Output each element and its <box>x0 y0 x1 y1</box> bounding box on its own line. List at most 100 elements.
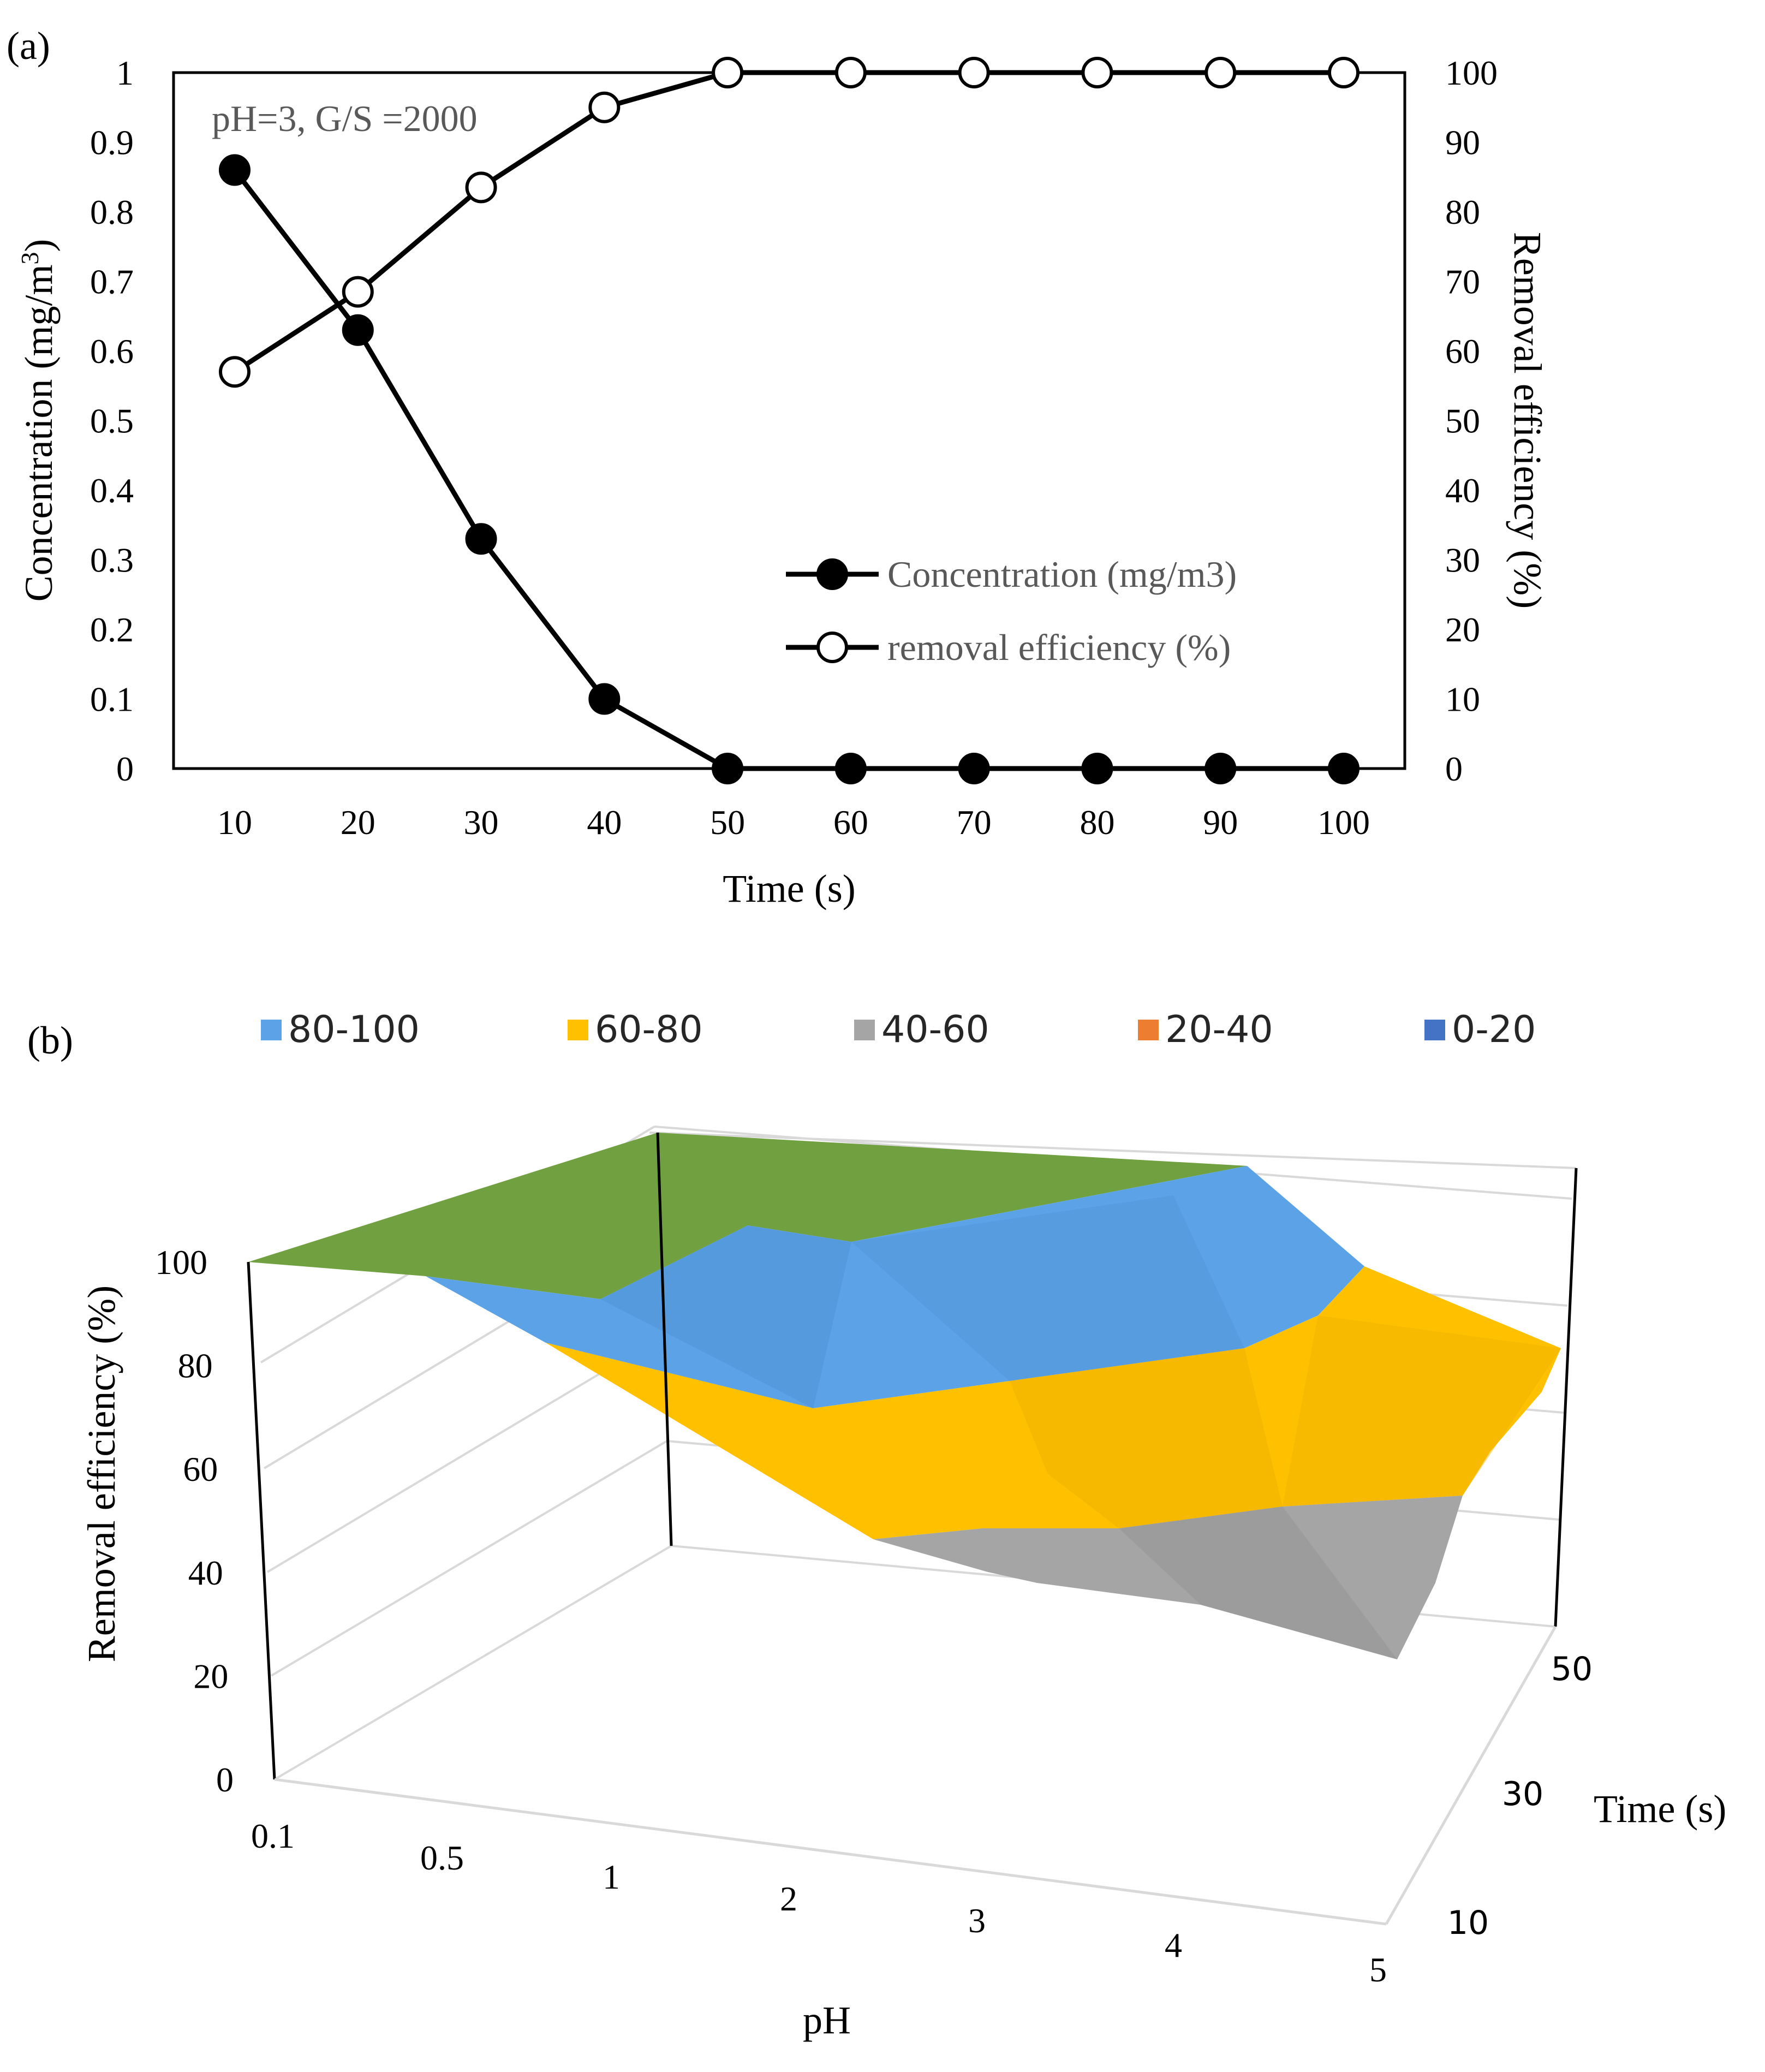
gridline-back-100 <box>649 1132 1577 1169</box>
x-ticks: 10 20 30 40 50 60 70 80 90 100 <box>217 803 1370 842</box>
data-point-concentration <box>342 314 374 346</box>
z-ticks: 0 20 40 60 80 100 <box>155 1243 234 1799</box>
surface-band-80-100 <box>426 1166 1364 1408</box>
ph-tick-label: 5 <box>1369 1950 1387 1989</box>
data-point-concentration <box>1205 753 1237 784</box>
ph-tick-label: 4 <box>1165 1926 1182 1964</box>
data-point-removal <box>588 91 621 123</box>
left-y-tick-label: 0.7 <box>90 263 134 301</box>
left-y-tick-label: 1 <box>116 53 134 92</box>
right-y-tick-label: 60 <box>1445 332 1480 371</box>
legend-label: 60-80 <box>595 1008 703 1051</box>
left-y-tick-label: 0.4 <box>90 471 134 510</box>
z-tick-label: 20 <box>193 1657 228 1695</box>
z-tick-label: 60 <box>183 1450 218 1488</box>
x-tick-label: 80 <box>1080 803 1114 842</box>
left-y-tick-label: 0.2 <box>90 610 134 649</box>
left-y-tick-label: 0.6 <box>90 332 134 371</box>
panel-a-label: (a) <box>7 24 50 68</box>
legend-swatch <box>261 1020 282 1040</box>
ph-ticks: 0.1 0.5 1 2 3 4 5 <box>251 1817 1387 1989</box>
back-vertical-line <box>656 1132 673 1546</box>
left-y-tick-label: 0.1 <box>90 680 134 719</box>
vertical-axis-line <box>247 1261 276 1780</box>
surface-facet-shade-4 <box>1283 1315 1561 1507</box>
legend-marker-removal <box>816 632 848 663</box>
left-y-axis-title-end: ) <box>17 239 61 252</box>
time-ticks: 10 30 50 <box>1447 1650 1593 1942</box>
gridline-side-20 <box>270 1440 668 1677</box>
time-tick-label: 50 <box>1551 1650 1593 1688</box>
legend-label: 80-100 <box>288 1008 420 1051</box>
z-tick-label: 40 <box>188 1553 223 1592</box>
right-y-tick-label: 80 <box>1445 193 1480 231</box>
left-y-tick-label: 0.3 <box>90 541 134 580</box>
right-y-tick-label: 0 <box>1445 749 1463 788</box>
surface-plateau-100 <box>248 1133 1247 1299</box>
left-y-tick-label: 0 <box>116 749 134 788</box>
right-y-axis-title: Removal efficiency (%) <box>1506 232 1549 609</box>
surface-facet-shade-5 <box>1119 1507 1397 1659</box>
data-point-removal <box>1081 57 1113 88</box>
data-point-concentration <box>219 154 251 186</box>
legend-b: 80-100 60-80 40-60 20-40 0-20 <box>261 1008 1536 1051</box>
data-point-concentration <box>834 753 867 784</box>
data-point-concentration <box>588 683 621 715</box>
left-y-axis-title: Concentration (mg/m3) <box>16 239 61 602</box>
right-y-tick-label: 50 <box>1445 402 1480 440</box>
legend-a: Concentration (mg/m3) removal efficiency… <box>786 553 1237 668</box>
panel-b-label: (b) <box>27 1019 73 1062</box>
z-tick-label: 80 <box>178 1347 213 1385</box>
right-y-ticks: 0 10 20 30 40 50 60 70 80 90 100 <box>1445 53 1498 788</box>
right-y-tick-label: 90 <box>1445 123 1480 162</box>
legend-swatch <box>1424 1020 1445 1040</box>
z-tick-label: 100 <box>155 1243 207 1282</box>
left-y-tick-label: 0.9 <box>90 123 134 162</box>
x-tick-label: 20 <box>341 803 375 842</box>
data-point-removal <box>834 57 867 88</box>
x-tick-label: 40 <box>587 803 622 842</box>
floor-front-edge <box>274 1778 1387 1926</box>
panel-b-surface-chart: (b) 80-100 60-80 40-60 20-40 0-20 <box>27 1008 1726 2042</box>
right-vertical-line <box>1554 1168 1578 1627</box>
condition-annotation: pH=3, G/S =2000 <box>212 98 478 139</box>
time-axis-title: Time (s) <box>1594 1787 1726 1831</box>
legend-label: 0-20 <box>1452 1008 1536 1051</box>
legend-label-removal: removal efficiency (%) <box>887 627 1231 668</box>
left-y-axis-title-sup: 3 <box>16 252 44 265</box>
x-tick-label: 90 <box>1203 803 1238 842</box>
series-line-0 <box>232 168 1344 771</box>
z-tick-label: 0 <box>216 1760 234 1799</box>
gridline-side-40 <box>266 1335 664 1573</box>
data-point-concentration <box>958 753 990 784</box>
ph-tick-label: 1 <box>603 1857 620 1896</box>
x-tick-label: 50 <box>710 803 745 842</box>
data-point-removal <box>219 356 251 388</box>
legend-label: 40-60 <box>881 1008 989 1051</box>
x-tick-label: 70 <box>957 803 992 842</box>
panel-a-line-chart: (a) pH=3, G/S =2000 0 0.1 0.2 0.3 0.4 0.5 0.6 0… <box>7 24 1549 910</box>
surface-facet-shade-3 <box>1010 1348 1283 1528</box>
surface <box>248 1133 1561 1659</box>
x-axis-title: Time (s) <box>723 867 855 910</box>
left-y-axis-title-text: Concentration (mg/m <box>17 265 61 602</box>
right-y-tick-label: 10 <box>1445 680 1480 719</box>
floor-right-edge <box>1385 1626 1557 1925</box>
legend-swatch <box>1138 1020 1159 1040</box>
data-point-concentration <box>1328 753 1359 784</box>
ph-axis-title: pH <box>803 1998 851 2042</box>
x-tick-label: 30 <box>464 803 499 842</box>
z-axis-title: Removal efficiency (%) <box>80 1285 123 1662</box>
data-point-removal <box>958 57 990 88</box>
data-point-removal <box>342 276 374 308</box>
right-y-tick-label: 40 <box>1445 471 1480 510</box>
left-y-tick-label: 0.8 <box>90 193 134 231</box>
floor-edges <box>274 1626 1557 1926</box>
legend-marker-concentration <box>816 558 848 590</box>
data-point-concentration <box>712 753 744 784</box>
right-y-tick-label: 30 <box>1445 541 1480 580</box>
left-y-tick-label: 0.5 <box>90 402 134 440</box>
right-y-tick-label: 20 <box>1445 610 1480 649</box>
surface-facet-shade-2 <box>851 1195 1244 1381</box>
